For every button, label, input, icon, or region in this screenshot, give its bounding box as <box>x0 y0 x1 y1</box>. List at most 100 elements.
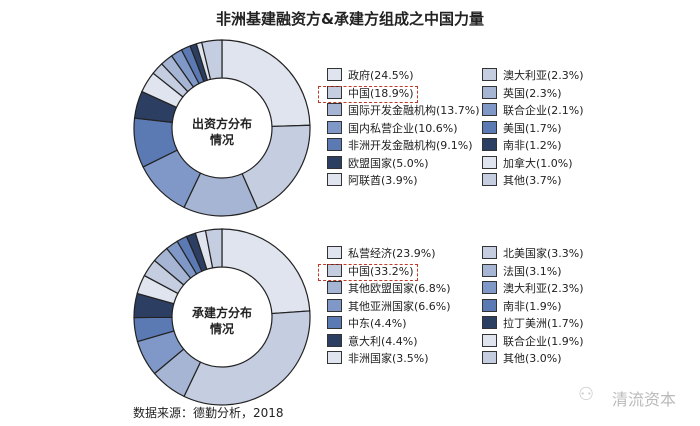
legend-item: 南非(1.9%) <box>482 298 562 315</box>
legend-label: 其他亚洲国家(6.6%) <box>348 299 451 313</box>
legend-item: 南非(1.2%) <box>482 138 562 154</box>
wechat-icon: ⚇ <box>578 384 595 405</box>
center-label-funders: 出资方分布 情况 <box>172 116 272 148</box>
legend-item: 法国(3.1%) <box>482 263 562 280</box>
legend-item: 政府(24.5%) <box>327 68 414 84</box>
legend-label: 中国(33.2%) <box>348 264 414 278</box>
legend-swatch <box>482 281 497 294</box>
legend-label: 意大利(4.4%) <box>348 334 418 348</box>
legend-item: 中东(4.4%) <box>327 316 407 332</box>
highlight-box-china <box>318 85 418 103</box>
legend-swatch <box>482 316 497 329</box>
legend-swatch <box>327 120 342 134</box>
legend-label: 英国(2.3%) <box>503 86 562 100</box>
legend-item: 其他(3.7%) <box>482 173 562 189</box>
legend-label: 南非(1.9%) <box>503 299 562 313</box>
legend-label: 北美国家(3.3%) <box>503 247 584 260</box>
donut-slice-其他 <box>204 228 223 269</box>
legend-swatch <box>482 263 497 277</box>
legend-item: 北美国家(3.3%) <box>482 246 584 262</box>
center-label-line: 出资方分布 <box>191 117 252 131</box>
legend-swatch <box>327 155 342 169</box>
legend-item: 美国(1.7%) <box>482 120 562 137</box>
legend-item: 国际开发金融机构(13.7%) <box>327 103 480 119</box>
legend-swatch <box>482 68 497 81</box>
legend-label: 加拿大(1.0%) <box>503 156 573 170</box>
legend-label: 中东(4.4%) <box>348 317 407 330</box>
legend-item: 澳大利亚(2.3%) <box>482 68 584 84</box>
center-label-line: 承建方分布 <box>191 306 252 320</box>
highlight-box-china <box>318 263 418 281</box>
legend-label: 国内私营企业(10.6%) <box>348 121 458 135</box>
legend-item: 英国(2.3%) <box>482 85 562 102</box>
center-label-line: 情况 <box>209 322 234 336</box>
legend-label: 阿联酋(3.9%) <box>348 174 418 187</box>
watermark: 清流资本 <box>612 390 677 409</box>
legend-item: 阿联酋(3.9%) <box>327 173 418 189</box>
legend-swatch <box>482 351 497 364</box>
legend-label: 其他欧盟国家(6.8%) <box>348 282 451 295</box>
legend-swatch <box>482 138 497 151</box>
legend-label: 其他(3.7%) <box>503 174 562 187</box>
donut-slice-私营经济 <box>221 228 311 315</box>
legend-item: 其他欧盟国家(6.8%) <box>327 281 451 297</box>
legend-label: 中国(18.9%) <box>348 86 414 100</box>
legend-item: 联合企业(2.1%) <box>482 103 584 119</box>
legend-item: 欧盟国家(5.0%) <box>327 155 429 172</box>
legend-swatch <box>327 316 342 329</box>
legend-label: 非洲开发金融机构(9.1%) <box>348 139 473 152</box>
legend-label: 国际开发金融机构(13.7%) <box>348 104 480 117</box>
legend-label: 私营经济(23.9%) <box>348 247 436 260</box>
chart-title: 非洲基建融资方&承建方组成之中国力量 <box>215 10 485 28</box>
legend-label: 政府(24.5%) <box>348 69 414 82</box>
legend-swatch <box>327 351 342 364</box>
legend-label: 美国(1.7%) <box>503 121 562 135</box>
legend-item: 意大利(4.4%) <box>327 333 418 350</box>
legend-item: 中国(18.9%) <box>327 85 414 102</box>
legend-label: 联合企业(2.1%) <box>503 104 584 117</box>
legend-item: 私营经济(23.9%) <box>327 246 436 262</box>
legend-item: 其他亚洲国家(6.6%) <box>327 298 451 315</box>
legend-label: 南非(1.2%) <box>503 139 562 152</box>
legend-swatch <box>482 246 497 259</box>
legend-swatch <box>327 281 342 294</box>
legend-swatch <box>327 333 342 347</box>
legend-swatch <box>482 173 497 186</box>
center-label-contractors: 承建方分布 情况 <box>172 305 272 337</box>
legend-label: 澳大利亚(2.3%) <box>503 69 584 82</box>
legend-label: 欧盟国家(5.0%) <box>348 156 429 170</box>
legend-swatch <box>482 85 497 99</box>
legend-item: 加拿大(1.0%) <box>482 155 573 172</box>
donut-slice-中国 <box>183 310 311 406</box>
data-source: 数据来源：德勤分析，2018 <box>133 406 284 420</box>
legend-label: 非洲国家(3.5%) <box>348 352 429 365</box>
legend-label: 拉丁美洲(1.7%) <box>503 317 584 330</box>
legend-swatch <box>327 298 342 312</box>
legend-swatch <box>327 103 342 116</box>
legend-label: 澳大利亚(2.3%) <box>503 282 584 295</box>
legend-swatch <box>482 333 497 347</box>
legend-label: 联合企业(1.9%) <box>503 334 584 348</box>
legend-item: 澳大利亚(2.3%) <box>482 281 584 297</box>
legend-label: 其他(3.0%) <box>503 352 562 365</box>
center-label-line: 情况 <box>209 133 234 147</box>
donut-slice-政府 <box>221 39 311 128</box>
legend-item: 非洲开发金融机构(9.1%) <box>327 138 473 154</box>
legend-label: 法国(3.1%) <box>503 264 562 278</box>
legend-item: 国内私营企业(10.6%) <box>327 120 458 137</box>
legend-item: 联合企业(1.9%) <box>482 333 584 350</box>
donut-slice-其他 <box>201 39 223 81</box>
legend-swatch <box>482 120 497 134</box>
legend-item: 非洲国家(3.5%) <box>327 351 429 367</box>
legend-item: 拉丁美洲(1.7%) <box>482 316 584 332</box>
legend-swatch <box>482 298 497 312</box>
legend-item: 其他(3.0%) <box>482 351 562 367</box>
legend-swatch <box>327 138 342 151</box>
legend-swatch <box>482 155 497 169</box>
legend-swatch <box>327 68 342 81</box>
legend-swatch <box>327 246 342 259</box>
legend-swatch <box>482 103 497 116</box>
legend-swatch <box>327 173 342 186</box>
